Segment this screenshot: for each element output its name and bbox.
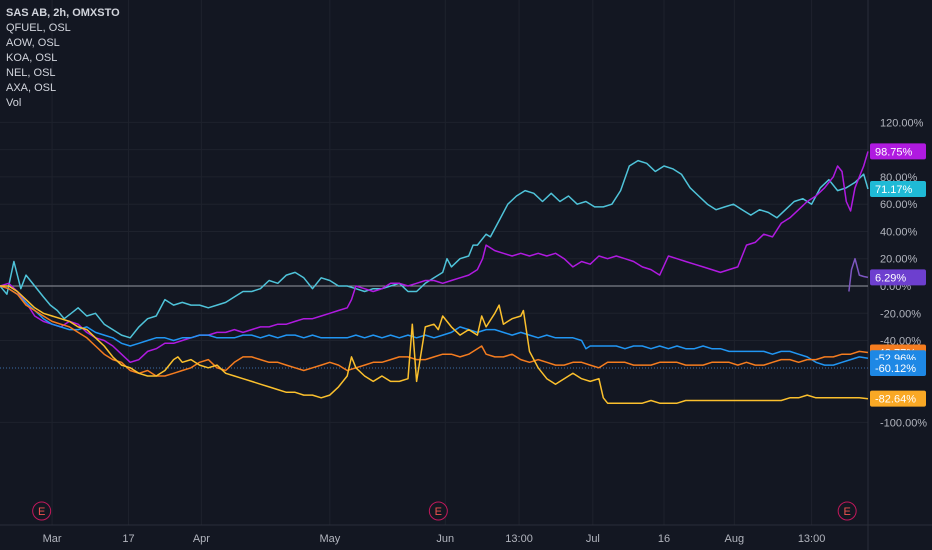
- y-tick-label: 60.00%: [880, 199, 918, 211]
- x-tick-label: Apr: [193, 533, 210, 545]
- price-label-text: 71.17%: [875, 184, 913, 196]
- legend-title[interactable]: SAS AB, 2h, OMXSTO: [6, 7, 120, 19]
- y-tick-label: -20.00%: [880, 308, 921, 320]
- price-label-tag: [870, 143, 926, 160]
- x-tick-label: 13:00: [505, 533, 533, 545]
- series-line-4: [0, 285, 869, 404]
- legend: SAS AB, 2h, OMXSTO QFUEL, OSL AOW, OSL K…: [6, 6, 120, 111]
- event-marker[interactable]: [428, 501, 448, 521]
- price-label-text: -82.64%: [875, 394, 916, 406]
- y-tick-label: 80.00%: [880, 172, 918, 184]
- price-label-tag: [870, 269, 926, 286]
- series-line-5: [848, 257, 869, 292]
- x-axis: Mar 17 Apr May Jun 13:00 Jul 16 Aug 13:00: [43, 533, 826, 545]
- x-tick-label: May: [319, 533, 340, 545]
- y-tick-label: 20.00%: [880, 254, 918, 266]
- price-labels: 98.75%71.17%6.29%-48.77%-52.96%-60.12%-8…: [870, 143, 926, 407]
- price-label-text: 6.29%: [875, 272, 906, 284]
- event-marker-label: E: [843, 506, 850, 518]
- series-line-0: [0, 159, 869, 339]
- series-line-2: [0, 285, 869, 366]
- legend-item-vol[interactable]: Vol: [6, 97, 22, 109]
- x-tick-label: Jun: [436, 533, 454, 545]
- y-tick-label: -100.00%: [880, 417, 927, 429]
- legend-item-koa[interactable]: KOA, OSL: [6, 52, 58, 64]
- legend-item-aow[interactable]: AOW, OSL: [6, 37, 60, 49]
- price-label-tag: [870, 390, 926, 407]
- legend-item-qfuel[interactable]: QFUEL, OSL: [6, 22, 71, 34]
- x-tick-label: Aug: [725, 533, 745, 545]
- legend-item-nel[interactable]: NEL, OSL: [6, 67, 56, 79]
- x-tick-label: Mar: [43, 533, 62, 545]
- x-tick-label: 16: [658, 533, 670, 545]
- y-tick-label: 120.00%: [880, 117, 924, 129]
- price-label-text: -60.12%: [875, 363, 916, 375]
- event-marker[interactable]: [837, 501, 857, 521]
- legend-item-axa[interactable]: AXA, OSL: [6, 82, 57, 94]
- x-tick-label: Jul: [586, 533, 600, 545]
- series-layer: [0, 151, 869, 404]
- price-label-tag: [870, 180, 926, 197]
- series-line-3: [0, 285, 869, 377]
- x-tick-label: 17: [122, 533, 134, 545]
- event-marker-label: E: [435, 506, 442, 518]
- price-label-text: 98.75%: [875, 146, 913, 158]
- x-tick-label: 13:00: [798, 533, 826, 545]
- y-tick-label: 40.00%: [880, 226, 918, 238]
- series-line-1: [0, 151, 869, 364]
- event-marker-label: E: [38, 506, 45, 518]
- event-marker[interactable]: [32, 501, 52, 521]
- price-label-tag: [870, 359, 926, 376]
